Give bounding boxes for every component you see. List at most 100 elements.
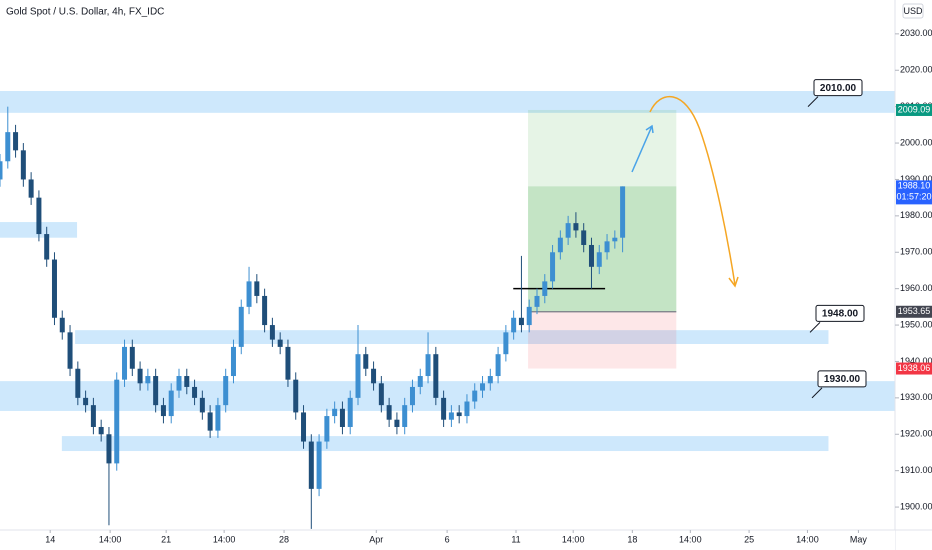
candle-body [542, 281, 548, 296]
candle-body [456, 412, 462, 417]
callout-pointer [807, 96, 819, 108]
candle-body [223, 376, 229, 406]
zone [0, 91, 895, 113]
x-tick-label: 21 [161, 534, 171, 544]
y-tick-label: 1970.00 [900, 247, 932, 257]
candle-body [433, 354, 439, 398]
chart-title: Gold Spot / U.S. Dollar, 4h, FX_IDC [6, 7, 164, 18]
candle-body [394, 419, 400, 427]
candle-body [464, 401, 470, 417]
candle-body [168, 390, 174, 417]
candle-body [98, 426, 104, 435]
candle-body [386, 405, 392, 420]
x-tick-label: 14:00 [213, 534, 236, 544]
candle-body [207, 412, 213, 431]
candle-body [5, 132, 11, 162]
y-tick-label: 2030.00 [900, 28, 932, 38]
y-tick-label: 1950.00 [900, 319, 932, 329]
blue-arrow-head [645, 124, 654, 134]
candle-body [230, 346, 236, 377]
candle-body [184, 376, 190, 387]
candle-body [526, 306, 532, 326]
stop-zone [528, 311, 677, 369]
candle-body [581, 230, 587, 245]
x-tick-label: 14 [45, 534, 55, 544]
zone [75, 330, 829, 344]
y-tick-label: 1920.00 [900, 429, 932, 439]
candle-body [425, 354, 431, 377]
blue-arrow [631, 125, 653, 173]
candle-body [550, 252, 556, 282]
y-tick-label: 1940.00 [900, 356, 932, 366]
countdown: 01:57:20 [896, 192, 931, 202]
candle-body [534, 295, 540, 307]
candle-body [215, 405, 221, 431]
candle-body [620, 186, 626, 238]
time-axis-bg [0, 530, 895, 550]
y-tick-label: 1910.00 [900, 465, 932, 475]
candle-body [588, 244, 594, 267]
y-tick-label: 2020.00 [900, 65, 932, 75]
drawings: 2010.00 1948.00 1930.00 [631, 79, 867, 399]
candle-body [67, 332, 73, 369]
price-axis-bg [895, 0, 932, 550]
candle-body [285, 346, 291, 380]
candle-body [324, 416, 330, 442]
candle-body [106, 434, 112, 464]
callout-pointer [809, 321, 821, 333]
price-badge-label: 1938.06 [898, 363, 931, 373]
candle-body [114, 379, 120, 464]
open-profit-zone [528, 186, 677, 312]
candle-body [59, 317, 65, 333]
callout-box [813, 79, 863, 97]
candle-body [145, 376, 151, 384]
orange-arrow-head [728, 276, 739, 288]
callout-label: 2010.00 [820, 83, 857, 94]
y-tick-label: 2000.00 [900, 137, 932, 147]
candle-body [13, 132, 19, 151]
candle-body [254, 281, 260, 296]
candle-body [293, 379, 299, 413]
price-badge-label: 1988.10 [898, 181, 931, 191]
candle-body [246, 281, 252, 307]
candle-body [371, 368, 377, 384]
y-tick-label: 1930.00 [900, 392, 932, 402]
candle-body [262, 295, 268, 326]
candle-body [122, 346, 128, 380]
candle-body [565, 223, 571, 238]
callout-box [817, 370, 867, 388]
candle-body [269, 325, 275, 340]
candle-body [472, 390, 478, 402]
candle-body [83, 397, 89, 406]
candle-body [90, 405, 96, 427]
candle-body [36, 197, 42, 235]
y-tick-label: 1980.00 [900, 210, 932, 220]
x-tick-label: 25 [744, 534, 754, 544]
candle-body [448, 412, 454, 420]
candle-body [277, 339, 283, 347]
candle-body [238, 306, 244, 347]
candle-body [51, 259, 57, 318]
candle-body [573, 223, 579, 231]
candle-body [160, 405, 166, 417]
x-tick-label: 14:00 [99, 534, 122, 544]
callout-label: 1948.00 [822, 308, 859, 319]
orange-arrow [649, 95, 736, 286]
candle-body [332, 408, 338, 417]
candle-body [417, 376, 423, 387]
x-tick-label: 14:00 [796, 534, 819, 544]
y-tick-label: 1900.00 [900, 501, 932, 511]
candle-body [511, 317, 517, 333]
price-badge [896, 180, 932, 205]
price-badge [896, 103, 932, 116]
candle-body [378, 383, 384, 406]
x-tick-label: 14:00 [679, 534, 702, 544]
candle-body [20, 150, 26, 180]
price-badge [896, 305, 932, 318]
candle-body [604, 241, 610, 253]
candle-body [192, 386, 198, 398]
candle-body [28, 179, 34, 198]
callout-label: 1930.00 [824, 374, 861, 385]
